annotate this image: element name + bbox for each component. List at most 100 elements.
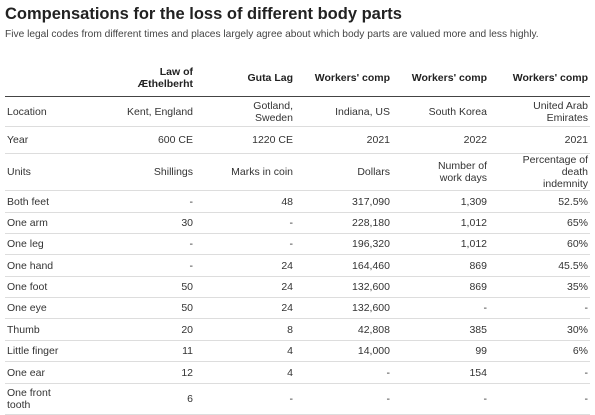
table-row: Units Shillings Marks in coin Dollars Number… (5, 153, 590, 191)
cell-text: 132,600 (352, 281, 390, 293)
cell-text: United Arab Emirates (533, 99, 588, 124)
cell-text: 4 (287, 366, 293, 379)
cell-text: - (189, 195, 194, 208)
table-row: One hand - 24 164,460 869 45.5% (5, 254, 590, 277)
table-row: One front tooth 6 - - - - (5, 383, 590, 415)
table-cell: 8 (195, 318, 295, 341)
cell-text: - (289, 238, 294, 250)
table-cell: 60% (489, 233, 590, 255)
table-cell: 1220 CE (195, 126, 295, 154)
table-cell: 52.5% (489, 190, 590, 213)
table-row: One arm 30 - 228,180 1,012 65% (5, 212, 590, 234)
table-cell: Gotland, Sweden (195, 96, 295, 127)
cell-text: Thumb (7, 323, 40, 336)
table-cell: 65% (489, 212, 590, 234)
cell-text: - (289, 217, 294, 229)
table-cell: - (71, 254, 195, 277)
table-row: One leg - - 196,320 1,012 60% (5, 233, 590, 255)
subtitle: Five legal codes from different times an… (5, 29, 539, 40)
cell-text: Number of work days (437, 160, 487, 184)
table-cell: - (392, 297, 489, 319)
row-label: Year (5, 126, 71, 154)
table-cell: South Korea (392, 96, 489, 127)
table-cell: 1,309 (392, 190, 489, 213)
table-row: One eye 50 24 132,600 - - (5, 297, 590, 319)
column-header: Law of Æthelberht (71, 60, 195, 97)
cell-text: 385 (469, 323, 487, 336)
table-cell: 45.5% (489, 254, 590, 277)
cell-text: 50 (181, 302, 193, 314)
cell-text: 2021 (366, 134, 390, 146)
cell-text: 4 (287, 345, 293, 357)
table-cell: 164,460 (295, 254, 392, 277)
cell-text: 869 (469, 281, 487, 293)
table-cell: - (489, 361, 590, 384)
table-cell: 6% (489, 340, 590, 362)
cell-text: - (189, 238, 194, 250)
table-cell: Indiana, US (295, 96, 392, 127)
cell-text: - (483, 393, 488, 405)
table-cell: 132,600 (295, 297, 392, 319)
table-cell: Dollars (295, 153, 392, 191)
cell-text: Guta Lag (247, 72, 293, 84)
table-cell: 2021 (295, 126, 392, 154)
cell-text: One eye (7, 302, 47, 314)
table-cell: Percentage of death indemnity (489, 153, 590, 191)
cell-text: 6% (572, 345, 588, 357)
cell-text: 164,460 (352, 259, 390, 272)
column-header (5, 60, 71, 97)
table-cell: 600 CE (71, 126, 195, 154)
cell-text: Percentage of death indemnity (522, 154, 588, 190)
column-header: Workers' comp (489, 60, 590, 97)
table-cell: 2021 (489, 126, 590, 154)
cell-text: 99 (475, 345, 487, 357)
table-cell: 196,320 (295, 233, 392, 255)
row-label: Location (5, 96, 71, 127)
cell-text: 48 (281, 195, 293, 208)
table-row: Year 600 CE 1220 CE 2021 2022 2021 (5, 126, 590, 154)
table-cell: 132,600 (295, 276, 392, 298)
cell-text: 1,012 (460, 238, 487, 250)
cell-text: 11 (182, 345, 193, 357)
table-cell: 12 (71, 361, 195, 384)
table-cell: 30 (71, 212, 195, 234)
row-label: One eye (5, 297, 71, 319)
cell-text: 8 (287, 323, 293, 336)
cell-text: 228,180 (352, 217, 390, 229)
table-cell: 35% (489, 276, 590, 298)
table-cell: 4 (195, 340, 295, 362)
cell-text: - (483, 302, 488, 314)
row-label: One arm (5, 212, 71, 234)
table-cell: 14,000 (295, 340, 392, 362)
cell-text: Workers' comp (411, 72, 487, 84)
cell-text: South Korea (428, 105, 487, 118)
table-cell: 50 (71, 276, 195, 298)
table-cell: - (195, 233, 295, 255)
row-label: Thumb (5, 318, 71, 341)
table-cell: 24 (195, 254, 295, 277)
cell-text: 1,012 (460, 217, 487, 229)
cell-text: 30% (566, 323, 588, 336)
table-cell: - (295, 361, 392, 384)
table-cell: Shillings (71, 153, 195, 191)
cell-text: Shillings (153, 166, 193, 178)
cell-text: 6 (187, 393, 193, 405)
row-label: Little finger (5, 340, 71, 362)
table-row: Location Kent, England Gotland, Sweden Indi… (5, 96, 590, 127)
cell-text: 132,600 (352, 302, 390, 314)
cell-text: Marks in coin (231, 166, 293, 178)
cell-text: 600 CE (157, 134, 193, 146)
cell-text: Workers' comp (314, 72, 390, 84)
cell-text: 24 (281, 259, 293, 272)
table-cell: - (392, 383, 489, 415)
cell-text: 869 (469, 259, 487, 272)
table-cell: 228,180 (295, 212, 392, 234)
table-cell: 317,090 (295, 190, 392, 213)
table-cell: 154 (392, 361, 489, 384)
table-row: Both feet - 48 317,090 1,309 52.5% (5, 190, 590, 213)
table-cell: - (489, 383, 590, 415)
cell-text: 24 (281, 281, 293, 293)
cell-text: One front tooth (7, 387, 51, 411)
title: Compensations for the loss of different … (5, 5, 402, 23)
